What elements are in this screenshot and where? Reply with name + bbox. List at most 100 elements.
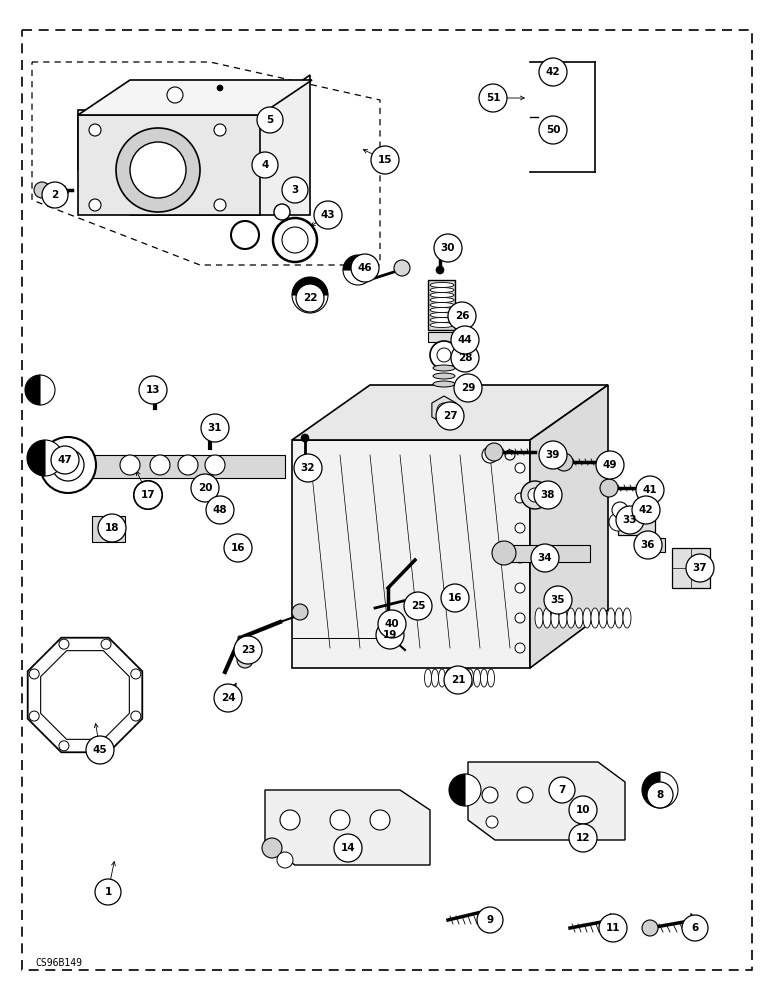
Polygon shape: [432, 396, 456, 424]
Circle shape: [634, 531, 662, 559]
Text: 8: 8: [656, 790, 664, 800]
Wedge shape: [465, 774, 481, 806]
Ellipse shape: [430, 312, 454, 318]
Circle shape: [647, 782, 673, 808]
Ellipse shape: [466, 669, 473, 687]
Ellipse shape: [615, 608, 623, 628]
Circle shape: [531, 544, 559, 572]
Circle shape: [451, 326, 479, 354]
Text: 37: 37: [692, 563, 707, 573]
Ellipse shape: [430, 298, 454, 302]
Ellipse shape: [535, 608, 543, 628]
Text: 32: 32: [301, 463, 315, 473]
Ellipse shape: [607, 608, 615, 628]
Circle shape: [642, 920, 658, 936]
Text: 16: 16: [448, 593, 462, 603]
Circle shape: [612, 502, 628, 518]
Circle shape: [59, 741, 69, 751]
Text: 5: 5: [266, 115, 273, 125]
Circle shape: [539, 58, 567, 86]
Polygon shape: [78, 80, 312, 115]
Circle shape: [528, 488, 542, 502]
Wedge shape: [449, 774, 465, 806]
Wedge shape: [40, 375, 55, 405]
Circle shape: [130, 142, 186, 198]
Polygon shape: [428, 280, 455, 330]
Circle shape: [301, 434, 309, 442]
Polygon shape: [28, 638, 142, 752]
Ellipse shape: [433, 381, 455, 387]
Text: 25: 25: [411, 601, 425, 611]
Ellipse shape: [480, 669, 487, 687]
Text: 33: 33: [623, 515, 637, 525]
Text: 10: 10: [576, 805, 591, 815]
Ellipse shape: [432, 669, 438, 687]
Circle shape: [434, 234, 462, 262]
Text: 51: 51: [486, 93, 500, 103]
Polygon shape: [41, 651, 130, 739]
Text: 17: 17: [141, 490, 155, 500]
Circle shape: [59, 639, 69, 649]
Circle shape: [549, 777, 575, 803]
Wedge shape: [343, 270, 373, 285]
Text: 21: 21: [451, 675, 466, 685]
Circle shape: [682, 915, 708, 941]
Ellipse shape: [430, 288, 454, 292]
Circle shape: [280, 810, 300, 830]
Circle shape: [120, 455, 140, 475]
Ellipse shape: [433, 365, 455, 371]
Circle shape: [262, 838, 282, 858]
Circle shape: [134, 481, 162, 509]
Ellipse shape: [487, 669, 495, 687]
Text: 9: 9: [486, 915, 493, 925]
Circle shape: [29, 711, 39, 721]
Circle shape: [451, 344, 479, 372]
Text: 29: 29: [461, 383, 476, 393]
Circle shape: [534, 481, 562, 509]
Ellipse shape: [430, 292, 454, 298]
Text: 30: 30: [441, 243, 455, 253]
Circle shape: [101, 639, 111, 649]
Text: 42: 42: [638, 505, 653, 515]
Circle shape: [140, 487, 156, 503]
Circle shape: [404, 592, 432, 620]
Ellipse shape: [430, 308, 454, 312]
Circle shape: [29, 669, 39, 679]
Ellipse shape: [559, 608, 567, 628]
Circle shape: [477, 907, 503, 933]
Circle shape: [351, 254, 379, 282]
Text: 20: 20: [198, 483, 212, 493]
Circle shape: [636, 476, 664, 504]
Text: 24: 24: [221, 693, 235, 703]
Text: 47: 47: [58, 455, 73, 465]
Circle shape: [486, 816, 498, 828]
Circle shape: [98, 514, 126, 542]
Wedge shape: [45, 440, 63, 476]
Text: 36: 36: [641, 540, 655, 550]
Ellipse shape: [459, 669, 466, 687]
Text: 1: 1: [104, 887, 112, 897]
Circle shape: [616, 506, 644, 534]
Circle shape: [257, 107, 283, 133]
Polygon shape: [55, 455, 285, 478]
Wedge shape: [343, 255, 373, 270]
Ellipse shape: [425, 669, 432, 687]
Circle shape: [448, 302, 476, 330]
Circle shape: [34, 182, 50, 198]
Circle shape: [517, 787, 533, 803]
Circle shape: [42, 182, 68, 208]
Circle shape: [217, 85, 223, 91]
Circle shape: [380, 628, 400, 648]
Circle shape: [206, 496, 234, 524]
Circle shape: [282, 227, 308, 253]
Circle shape: [599, 914, 627, 942]
Ellipse shape: [438, 669, 445, 687]
Circle shape: [237, 652, 253, 668]
Polygon shape: [265, 790, 430, 865]
Circle shape: [116, 128, 200, 212]
Text: 41: 41: [642, 485, 657, 495]
Circle shape: [436, 402, 464, 430]
Text: 7: 7: [558, 785, 566, 795]
Ellipse shape: [473, 669, 480, 687]
Circle shape: [274, 204, 290, 220]
